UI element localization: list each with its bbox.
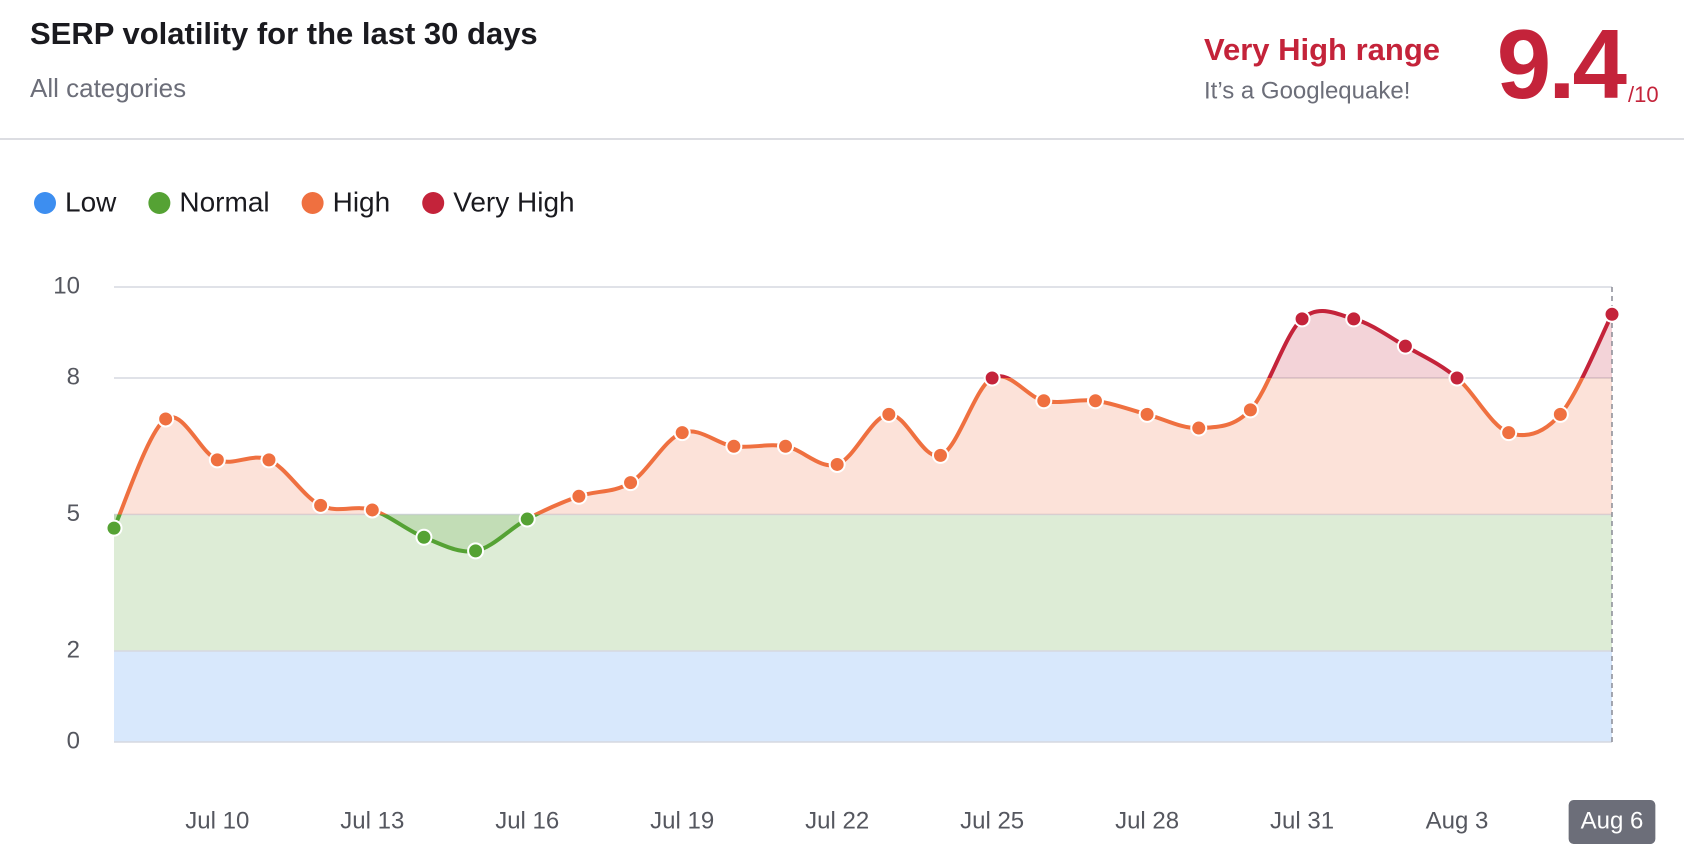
score-suffix: /10 (1628, 82, 1659, 107)
legend-label: Low (65, 186, 117, 217)
legend-swatch (422, 192, 445, 214)
point (1345, 310, 1363, 328)
point (157, 410, 175, 428)
point (570, 487, 588, 505)
widget-subtitle: All categories (30, 73, 186, 103)
point (828, 455, 846, 473)
x-tick-label: Jul 31 (1270, 807, 1334, 834)
point (622, 474, 640, 492)
y-tick-label: 5 (67, 500, 80, 527)
range-band (114, 651, 1612, 742)
point (1448, 369, 1466, 387)
current-day-badge: Aug 6 (1568, 800, 1656, 844)
point (312, 496, 330, 514)
point (1086, 392, 1104, 410)
legend-swatch (301, 192, 324, 214)
range-band (114, 514, 1612, 651)
point (931, 446, 949, 464)
point (363, 501, 381, 519)
x-tick-label: Jul 25 (960, 807, 1024, 834)
point (260, 451, 278, 469)
x-tick-label: Jul 28 (1115, 807, 1179, 834)
point (518, 510, 536, 528)
point (1241, 401, 1259, 419)
y-tick-label: 2 (67, 636, 80, 663)
point (1551, 405, 1569, 423)
point (725, 437, 743, 455)
legend-swatch (34, 192, 56, 214)
point (1396, 337, 1414, 355)
x-tick-label: Jul 16 (495, 807, 559, 834)
range-label: Very High range (1204, 32, 1440, 67)
x-tick-label: Jul 19 (650, 807, 714, 834)
point (1293, 310, 1311, 328)
legend-label: Normal (179, 186, 269, 217)
score: 9.4 (1497, 9, 1627, 119)
y-tick-label: 0 (67, 727, 80, 754)
x-tick-label: Jul 13 (340, 807, 404, 834)
point (1035, 392, 1053, 410)
area (114, 310, 1612, 552)
point (880, 405, 898, 423)
badge-bg (1568, 800, 1656, 844)
point (105, 519, 123, 537)
point (208, 451, 226, 469)
y-tick-label: 8 (67, 363, 80, 390)
widget-title: SERP volatility for the last 30 days (30, 16, 538, 51)
legend-swatch (148, 192, 171, 214)
legend-label: High (333, 186, 391, 217)
legend-label: Very High (453, 186, 574, 217)
point (467, 542, 485, 560)
point (777, 437, 795, 455)
x-tick-label: Aug 3 (1426, 807, 1489, 834)
y-tick-label: 10 (53, 272, 80, 299)
range-note: It’s a Googlequake! (1204, 77, 1410, 104)
x-tick-label: Aug 6 (1581, 807, 1644, 834)
point (673, 424, 691, 442)
point (1603, 305, 1621, 323)
point (415, 528, 433, 546)
point (1138, 405, 1156, 423)
point (983, 369, 1001, 387)
point (1500, 424, 1518, 442)
x-tick-label: Jul 10 (185, 807, 249, 834)
point (1190, 419, 1208, 437)
x-tick-label: Jul 22 (805, 807, 869, 834)
